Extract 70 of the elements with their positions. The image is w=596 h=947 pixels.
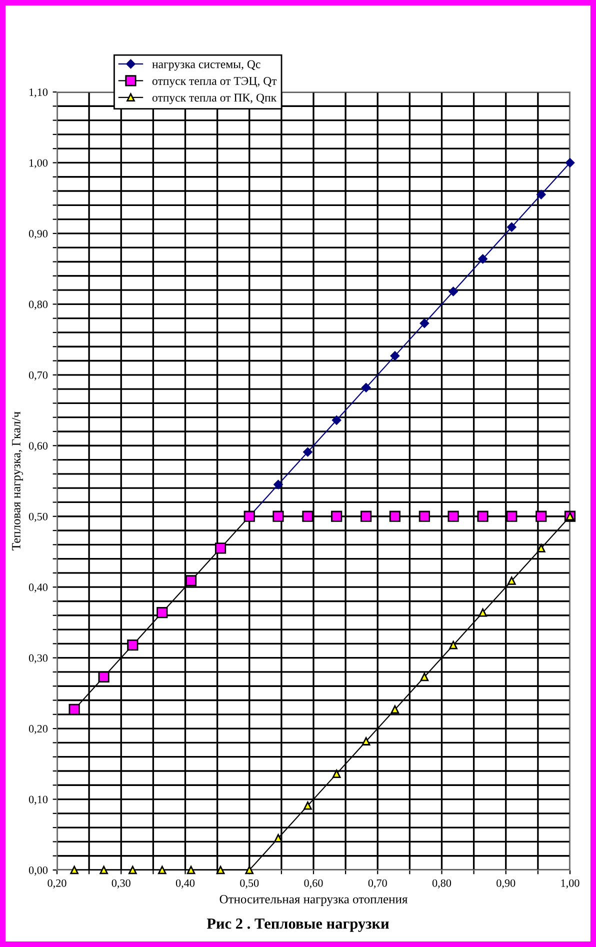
y-tick-label: 0,90: [28, 230, 48, 240]
point: [331, 510, 342, 522]
point: [360, 510, 372, 522]
point: [565, 158, 575, 168]
point: [332, 416, 342, 425]
point: [362, 737, 370, 746]
point: [302, 510, 314, 522]
point: [420, 672, 429, 682]
point: [361, 383, 371, 392]
point: [304, 801, 312, 810]
point: [420, 318, 430, 328]
point: [332, 770, 341, 778]
legend-label: отпуск тепла от ТЭЦ, Qт: [152, 76, 277, 88]
x-tick-label: 0,80: [432, 879, 452, 888]
point: [507, 222, 516, 232]
point: [536, 190, 546, 200]
point: [478, 254, 488, 264]
x-tick-label: 0,30: [112, 879, 130, 888]
y-tick-label: 0,10: [28, 796, 48, 805]
point: [127, 640, 138, 651]
point: [98, 671, 110, 682]
point: [156, 606, 168, 618]
y-tick-label: 0,80: [28, 300, 48, 310]
point: [478, 608, 487, 617]
point: [128, 866, 137, 874]
point: [214, 542, 226, 554]
x-tick-label: 0,20: [48, 879, 66, 888]
y-tick-label: 0,20: [28, 725, 48, 734]
point: [303, 447, 312, 457]
point: [389, 510, 400, 522]
point: [186, 866, 196, 874]
point: [507, 576, 516, 585]
y-tick-label: 1,10: [30, 88, 48, 98]
point: [390, 705, 400, 714]
point: [449, 640, 458, 650]
point: [185, 575, 197, 586]
x-tick-label: 0,70: [368, 879, 387, 888]
point: [418, 510, 430, 522]
point: [448, 510, 459, 522]
x-tick-label: 0,60: [304, 879, 323, 888]
point: [536, 510, 547, 522]
y-tick-label: 0,50: [28, 512, 48, 522]
point: [477, 510, 488, 522]
text: Рис 2 . Тепловые нагрузки: [206, 918, 389, 932]
point: [245, 866, 254, 874]
y-tick-label: 0,40: [28, 584, 48, 593]
x-tick-label: 0,90: [496, 879, 516, 888]
y-tick-label: 0,70: [28, 371, 48, 380]
y-tick-label: 1,00: [30, 159, 48, 168]
y-tick-label: 0,00: [28, 866, 48, 876]
point: [100, 866, 108, 874]
point: [274, 480, 283, 490]
point: [158, 866, 166, 874]
x-tick-label: 0,50: [240, 879, 259, 888]
point: [272, 510, 284, 522]
point: [506, 510, 518, 522]
point: [68, 704, 80, 716]
x-axis-title: Относительная нагрузка отопления: [220, 895, 408, 906]
legend-label: отпуск тепла от ПК, Qпк: [152, 94, 277, 104]
legend-label: нагрузка системы, Qc: [152, 60, 260, 71]
point: [216, 866, 225, 874]
y-axis-title: Тепловая нагрузка, Гкал/ч: [12, 412, 23, 550]
point: [536, 544, 546, 552]
point: [390, 351, 400, 360]
y-tick-label: 0,30: [28, 654, 48, 664]
y-tick-label: 0,60: [28, 442, 48, 452]
x-tick-label: 1,00: [561, 879, 580, 888]
point: [70, 866, 78, 874]
x-tick-label: 0,40: [176, 879, 195, 888]
point: [448, 286, 458, 296]
